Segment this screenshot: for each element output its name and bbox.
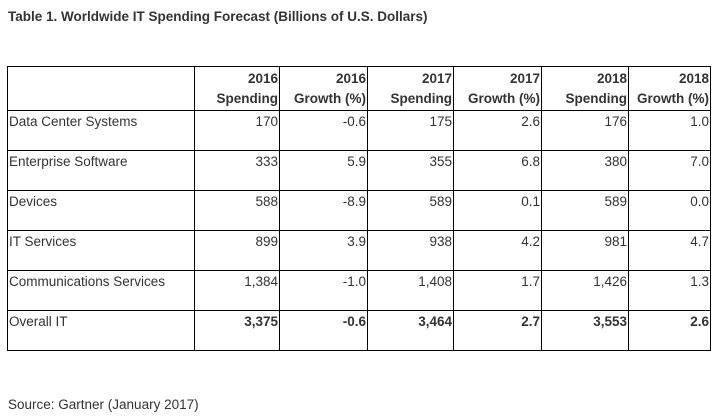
table-cell: 175 (367, 110, 454, 151)
column-header-year: 2017 (509, 70, 540, 86)
row-label: Communications Services (7, 270, 195, 311)
forecast-table: 2016 Spending 2016 Growth (%) 2017 Spending… (7, 66, 711, 351)
column-header: 2018 Growth (%) (628, 66, 711, 111)
row-label: Overall IT (7, 310, 195, 351)
column-header: 2016 Growth (%) (279, 66, 368, 111)
column-header-year: 2017 (421, 70, 452, 86)
table-cell: 2.6 (628, 310, 711, 351)
table-row: Data Center Systems 170 -0.6 175 2.6 176… (7, 110, 711, 151)
column-header-label: Spending (565, 90, 628, 106)
table-cell: 170 (194, 110, 280, 151)
table-cell: 3,464 (367, 310, 454, 351)
table-cell: 333 (194, 150, 280, 191)
table-cell: -0.6 (279, 310, 368, 351)
table-cell: 7.0 (628, 150, 711, 191)
table-cell: 5.9 (279, 150, 368, 191)
column-header-year: 2018 (596, 70, 627, 86)
column-header-label: Spending (216, 90, 279, 106)
column-header-label: Growth (%) (468, 90, 540, 106)
table-cell: -0.6 (279, 110, 368, 151)
table-cell: 938 (367, 230, 454, 271)
table-cell: 4.7 (628, 230, 711, 271)
table-row: Enterprise Software 333 5.9 355 6.8 380 … (7, 150, 711, 191)
table-cell: 2.7 (453, 310, 542, 351)
column-header: 2016 Spending (194, 66, 280, 111)
table-cell: 899 (194, 230, 280, 271)
column-header-label: Growth (%) (294, 90, 366, 106)
column-header: 2018 Spending (541, 66, 629, 111)
column-header-year: 2018 (678, 70, 709, 86)
column-header-year: 2016 (247, 70, 278, 86)
header-empty-cell (7, 66, 195, 111)
table-cell: 981 (541, 230, 629, 271)
table-row: Communications Services 1,384 -1.0 1,408… (7, 270, 711, 311)
table-cell: 1.3 (628, 270, 711, 311)
table-cell: 0.0 (628, 190, 711, 231)
total-row: Overall IT 3,375 -0.6 3,464 2.7 3,553 2.… (7, 310, 711, 351)
column-header: 2017 Spending (367, 66, 454, 111)
source-note: Source: Gartner (January 2017) (8, 397, 199, 412)
table-cell: 1.0 (628, 110, 711, 151)
column-header: 2017 Growth (%) (453, 66, 542, 111)
table-cell: 589 (541, 190, 629, 231)
table-title: Table 1. Worldwide IT Spending Forecast … (8, 9, 428, 24)
table-cell: 3,553 (541, 310, 629, 351)
table-cell: 1,408 (367, 270, 454, 311)
row-label: IT Services (7, 230, 195, 271)
table-cell: 588 (194, 190, 280, 231)
table-cell: 355 (367, 150, 454, 191)
column-header-label: Growth (%) (637, 90, 709, 106)
header-row: 2016 Spending 2016 Growth (%) 2017 Spending… (7, 66, 711, 111)
table-cell: 3.9 (279, 230, 368, 271)
table-cell: 4.2 (453, 230, 542, 271)
table-cell: 1,384 (194, 270, 280, 311)
column-header-year: 2016 (335, 70, 366, 86)
table-row: IT Services 899 3.9 938 4.2 981 4.7 (7, 230, 711, 271)
row-label: Data Center Systems (7, 110, 195, 151)
table-cell: 2.6 (453, 110, 542, 151)
table-cell: 380 (541, 150, 629, 191)
table-cell: 3,375 (194, 310, 280, 351)
row-label: Devices (7, 190, 195, 231)
table-cell: 589 (367, 190, 454, 231)
table-cell: 176 (541, 110, 629, 151)
table-row: Devices 588 -8.9 589 0.1 589 0.0 (7, 190, 711, 231)
table-cell: 6.8 (453, 150, 542, 191)
table-cell: 1,426 (541, 270, 629, 311)
column-header-label: Spending (390, 90, 453, 106)
table-cell: 1.7 (453, 270, 542, 311)
table-cell: 0.1 (453, 190, 542, 231)
row-label: Enterprise Software (7, 150, 195, 191)
table-cell: -8.9 (279, 190, 368, 231)
table-cell: -1.0 (279, 270, 368, 311)
